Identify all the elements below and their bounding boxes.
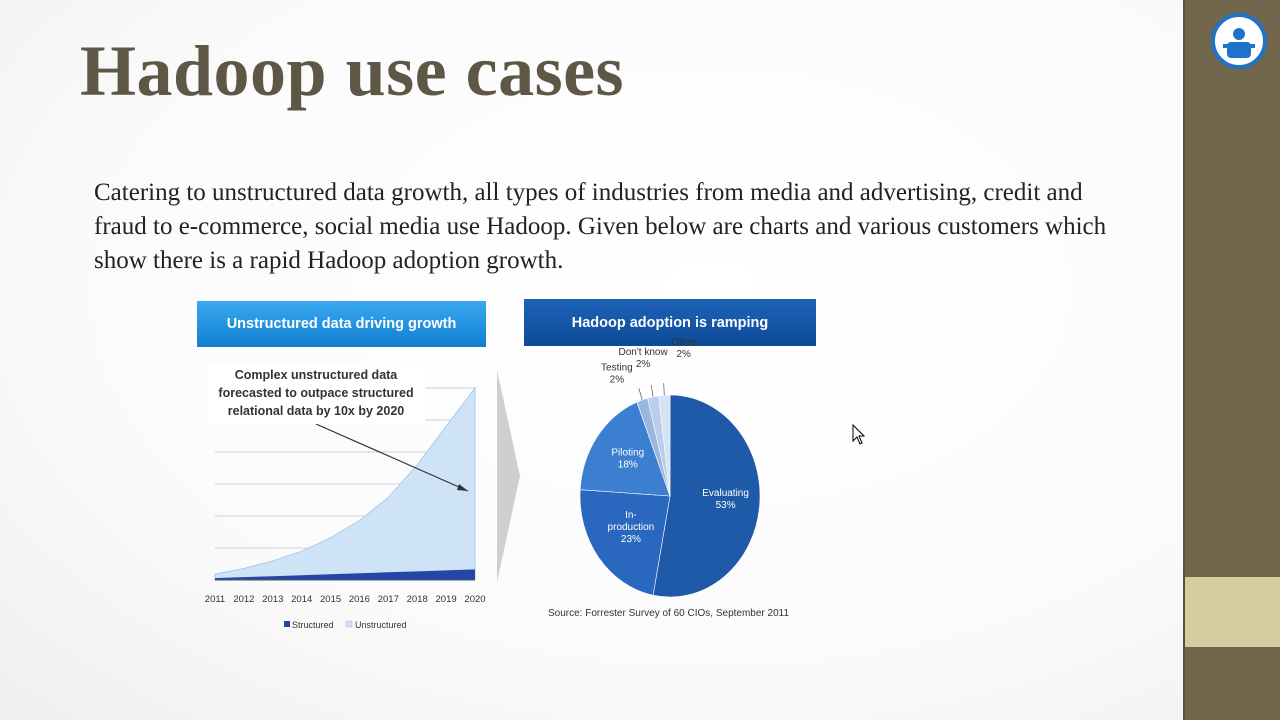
pie-chart-title: Hadoop adoption is ramping <box>524 299 816 346</box>
pie-leader-line <box>663 383 665 396</box>
pie-leader-line <box>650 384 654 397</box>
x-tick-label: 2013 <box>262 594 283 605</box>
mouse-pointer-icon <box>852 424 866 445</box>
x-tick-label: 2016 <box>349 594 370 605</box>
pie-source-note: Source: Forrester Survey of 60 CIOs, Sep… <box>548 608 790 619</box>
area-chart-annotation: Complex unstructured data forecasted to … <box>207 366 425 424</box>
legend-structured-swatch <box>284 621 290 627</box>
x-tick-label: 2014 <box>291 594 312 605</box>
callout-arrowhead <box>457 484 468 491</box>
pie-slice <box>652 394 761 598</box>
person-circle-logo-icon <box>1211 13 1267 69</box>
x-tick-label: 2018 <box>407 594 428 605</box>
slide-body-text: Catering to unstructured data growth, al… <box>94 179 1107 274</box>
x-tick-label: 2019 <box>436 594 457 605</box>
annotation-line: forecasted to outpace structured <box>218 386 414 400</box>
pie-label: Piloting 18% <box>611 448 644 471</box>
pie-label: Testing 2% <box>601 362 633 385</box>
pie-slice-labels: Evaluating 53% In-production 23% Piloting 18%… <box>601 337 749 545</box>
sidebar-accent-band <box>1185 577 1280 647</box>
pie-slice <box>579 489 671 596</box>
pie-label: Other 2% <box>671 337 697 360</box>
area-chart-title: Unstructured data driving growth <box>197 301 486 347</box>
pie-slice <box>579 401 671 497</box>
legend-unstructured-swatch <box>345 620 353 628</box>
x-tick-label: 2017 <box>378 594 399 605</box>
pie-label: Evaluating 53% <box>702 488 749 511</box>
legend-structured-label: Structured <box>292 620 334 630</box>
annotation-line: relational data by 10x by 2020 <box>227 404 405 418</box>
callout-arrow <box>315 423 469 492</box>
pie-label: In-production 23% <box>608 510 655 545</box>
charts-canvas: 2011 2012 2013 2014 2015 2016 2017 2018 2019 2020… <box>205 337 761 630</box>
pie-leader-line <box>638 388 643 400</box>
sidebar-divider <box>1183 0 1185 720</box>
pie-slice <box>658 394 671 497</box>
x-tick-label: 2020 <box>464 594 485 605</box>
annotation-line: Complex unstructured data <box>234 368 398 382</box>
pie-label: Don't know 2% <box>619 347 669 370</box>
transition-chevron <box>497 370 520 582</box>
x-tick-label: 2011 <box>205 594 225 605</box>
unstructured-area <box>214 386 476 581</box>
slide-title: Hadoop use cases <box>80 31 625 111</box>
legend-unstructured-label: Unstructured <box>355 620 407 630</box>
x-tick-label: 2015 <box>320 594 341 605</box>
x-tick-label: 2012 <box>233 594 254 605</box>
area-x-tick-labels: 2011 2012 2013 2014 2015 2016 2017 2018 2019 2020 <box>205 594 486 605</box>
structured-area <box>215 569 475 580</box>
pie-slices <box>579 394 761 598</box>
slide-canvas <box>0 0 1185 720</box>
